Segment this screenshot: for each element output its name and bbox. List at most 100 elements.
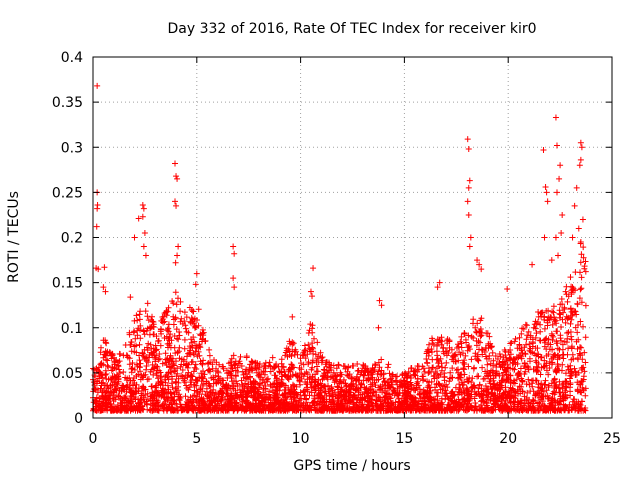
outlier-point <box>529 261 536 268</box>
outlier-point <box>578 144 585 151</box>
outlier-point <box>464 136 471 143</box>
outlier-point <box>465 146 472 153</box>
outlier-point <box>142 252 149 259</box>
x-tick-label: 25 <box>603 431 621 447</box>
outlier-point <box>95 266 102 273</box>
outlier-point <box>476 261 483 268</box>
outlier-point <box>175 243 182 250</box>
x-tick-label: 10 <box>292 431 310 447</box>
x-axis-label: GPS time / hours <box>293 458 410 474</box>
outlier-point <box>474 257 481 264</box>
y-tick-label: 0.4 <box>61 50 83 66</box>
outlier-point <box>571 202 578 209</box>
outlier-point <box>172 259 179 266</box>
outlier-point <box>540 146 547 153</box>
outlier-point <box>139 202 146 209</box>
outlier-point <box>135 215 142 222</box>
outlier-point <box>174 175 181 182</box>
outlier-point <box>310 265 317 272</box>
outlier-point <box>465 184 472 191</box>
outlier-point <box>174 252 181 259</box>
outlier-point <box>555 252 562 259</box>
outlier-point <box>230 243 237 250</box>
outlier-point <box>466 177 473 184</box>
outlier-point <box>139 213 146 220</box>
outlier-point <box>172 160 179 167</box>
outlier-point <box>579 216 586 223</box>
x-tick-labels: 0 5 10 15 20 25 <box>89 431 621 447</box>
x-tick-label: 0 <box>89 431 98 447</box>
outlier-point <box>557 162 564 169</box>
axis-ticks <box>92 56 613 419</box>
y-axis-label: ROTI / TECUs <box>6 191 22 283</box>
outlier-point <box>173 173 180 180</box>
y-tick-labels: 0 0.05 0.1 0.15 0.2 0.25 0.3 0.35 0.4 <box>52 50 83 427</box>
outlier-point <box>467 234 474 241</box>
outlier-point <box>577 139 584 146</box>
y-tick-label: 0.35 <box>52 95 83 111</box>
y-tick-label: 0.3 <box>61 140 83 156</box>
outlier-point <box>307 288 314 295</box>
outlier-point <box>504 285 511 292</box>
outlier-point <box>101 264 108 271</box>
outlier-point <box>552 114 559 121</box>
outlier-point <box>553 189 560 196</box>
outlier-point <box>102 288 109 295</box>
outlier-point <box>573 184 580 191</box>
outlier-point <box>548 257 555 264</box>
outlier-point <box>465 211 472 218</box>
x-tick-label: 20 <box>499 431 517 447</box>
outlier-point <box>569 234 576 241</box>
outlier-point <box>100 284 107 291</box>
outlier-point <box>543 189 550 196</box>
y-tick-label: 0.15 <box>52 276 83 292</box>
y-tick-label: 0.05 <box>52 366 83 382</box>
outlier-point <box>192 281 199 288</box>
outlier-point <box>466 243 473 250</box>
outlier-point <box>541 234 548 241</box>
outlier-point <box>131 234 138 241</box>
outlier-point <box>172 198 179 205</box>
x-tick-label: 5 <box>192 431 201 447</box>
outlier-point <box>289 313 296 320</box>
outlier-point <box>544 198 551 205</box>
y-tick-label: 0.1 <box>61 321 83 337</box>
outlier-point <box>575 225 582 232</box>
outlier-point <box>577 156 584 163</box>
data-points <box>90 82 589 414</box>
outlier-point <box>140 243 147 250</box>
outlier-point <box>127 294 134 301</box>
outlier-point <box>193 270 200 277</box>
y-tick-label: 0 <box>74 411 83 427</box>
outlier-point <box>375 324 382 331</box>
outlier-point <box>94 82 101 89</box>
outlier-point <box>230 275 237 282</box>
outlier-point <box>140 205 147 212</box>
outlier-point <box>576 162 583 169</box>
outlier-point <box>556 175 563 182</box>
outlier-point <box>577 239 584 246</box>
outlier-point <box>94 205 101 212</box>
x-tick-label: 15 <box>395 431 413 447</box>
outlier-point <box>376 297 383 304</box>
outlier-point <box>378 302 385 309</box>
outlier-point <box>434 284 441 291</box>
chart-title: Day 332 of 2016, Rate Of TEC Index for r… <box>167 21 536 37</box>
outlier-point <box>478 266 485 273</box>
y-tick-label: 0.2 <box>61 231 83 247</box>
dense-point-cloud <box>90 240 589 414</box>
outlier-point <box>141 229 148 236</box>
outlier-point <box>559 211 566 218</box>
outlier-point <box>558 229 565 236</box>
outlier-point <box>309 293 316 300</box>
outlier-point <box>231 250 238 257</box>
outlier-point <box>464 198 471 205</box>
outlier-point <box>436 279 443 286</box>
outlier-point <box>231 284 238 291</box>
outlier-point <box>552 234 559 241</box>
outlier-point <box>553 142 560 149</box>
outlier-point <box>173 202 180 209</box>
grid-lines <box>93 57 612 418</box>
outlier-point <box>93 223 100 230</box>
